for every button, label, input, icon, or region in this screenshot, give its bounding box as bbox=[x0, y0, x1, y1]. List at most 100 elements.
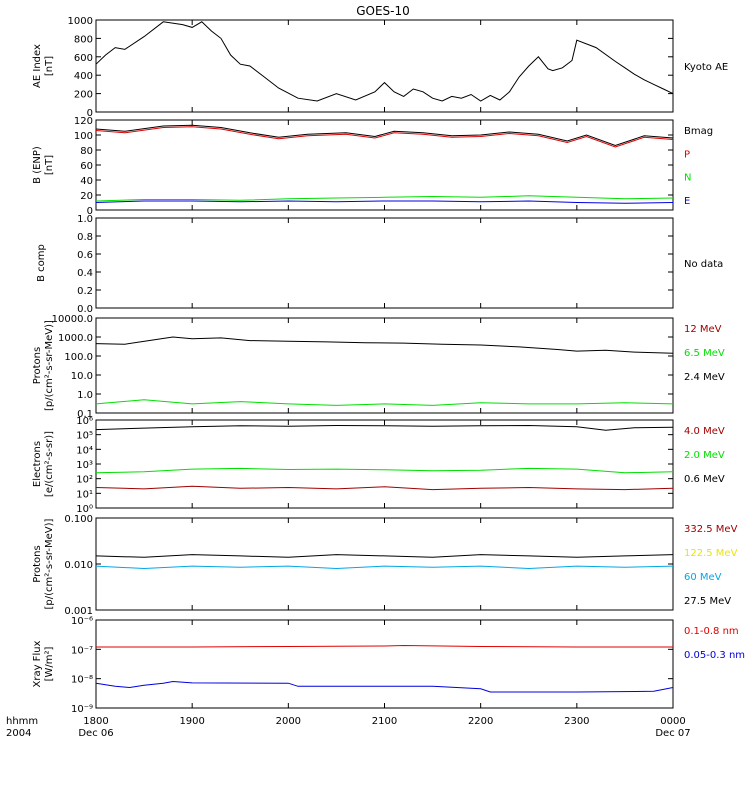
series-protons_high-1 bbox=[95, 565, 674, 570]
legend-label: P bbox=[684, 149, 690, 160]
y-tick-label: 20 bbox=[80, 191, 93, 202]
series-electrons-1 bbox=[95, 467, 674, 474]
series-bfield-0 bbox=[95, 124, 674, 147]
series-xray-0 bbox=[96, 644, 673, 648]
y-tick-label: 10⁻⁹ bbox=[71, 704, 93, 715]
time-tick-label: 2000 bbox=[276, 716, 301, 727]
legend-label: 4.0 MeV bbox=[684, 426, 725, 437]
legend-label: No data bbox=[684, 259, 723, 270]
y-tick-label: 400 bbox=[74, 71, 93, 82]
y-tick-label: 10² bbox=[76, 475, 93, 486]
y-axis-label: [nT] bbox=[44, 155, 55, 175]
time-tick-label: 1800 bbox=[83, 716, 108, 727]
panel-protons_low: 0.1 1.0 10.0 100.0 1000.0 10000.0 Protons [p/(c… bbox=[32, 314, 725, 420]
y-tick-label: 0.6 bbox=[77, 250, 93, 261]
panel-bfield: 0 20 40 60 80 100 120 B (ENP) [nT] Bmag P N E bbox=[32, 116, 713, 217]
y-tick-label: 100 bbox=[74, 131, 93, 142]
y-axis-label: Xray Flux bbox=[32, 640, 43, 687]
y-tick-label: 0.4 bbox=[77, 268, 93, 279]
y-tick-label: 1000.0 bbox=[58, 333, 93, 344]
series-bfield-1 bbox=[95, 126, 674, 148]
y-tick-label: 0.010 bbox=[64, 560, 93, 571]
legend-label: 2.0 MeV bbox=[684, 450, 725, 461]
legend-label: 27.5 MeV bbox=[684, 596, 731, 607]
time-tick-label: 1900 bbox=[179, 716, 204, 727]
y-tick-label: 200 bbox=[74, 90, 93, 101]
y-tick-label: 1000 bbox=[68, 16, 93, 27]
y-axis-label: B comp bbox=[36, 244, 47, 282]
y-axis-label: Protons bbox=[32, 545, 43, 582]
legend-label: 60 MeV bbox=[684, 572, 722, 583]
series-xray-1 bbox=[95, 680, 674, 693]
panel-ae: 0 200 400 600 800 1000 AE Index [nT] Kyoto AE bbox=[32, 16, 728, 119]
series-electrons-0 bbox=[95, 424, 674, 431]
y-axis-label: [W/m²] bbox=[44, 646, 55, 681]
y-tick-label: 0.100 bbox=[64, 514, 93, 525]
y-tick-label: 0.1 bbox=[77, 409, 93, 420]
legend-label: 332.5 MeV bbox=[684, 524, 738, 535]
y-tick-label: 1.0 bbox=[77, 214, 93, 225]
legend-label: 0.05-0.3 nm bbox=[684, 650, 745, 661]
y-tick-label: 120 bbox=[74, 116, 93, 127]
y-tick-label: 60 bbox=[80, 161, 93, 172]
y-tick-label: 10¹ bbox=[76, 489, 93, 500]
panel-protons_high: 0.001 0.010 0.100 Protons [p/(cm²-s-sr-MeV)]… bbox=[32, 514, 738, 617]
legend-label: 122.5 MeV bbox=[684, 548, 738, 559]
y-tick-label: 10⁴ bbox=[76, 445, 93, 456]
time-tick-label: 2200 bbox=[468, 716, 493, 727]
y-tick-label: 10³ bbox=[76, 460, 93, 471]
y-tick-label: 100.0 bbox=[64, 352, 93, 363]
y-tick-label: 0.001 bbox=[64, 606, 93, 617]
y-tick-label: 10⁻⁸ bbox=[71, 675, 93, 686]
series-protons_low-1 bbox=[95, 399, 674, 406]
series-protons_low-0 bbox=[95, 336, 674, 354]
panel-bcomp: 0.0 0.2 0.4 0.6 0.8 1.0 B comp No data bbox=[36, 214, 723, 315]
legend-label: 6.5 MeV bbox=[684, 348, 725, 359]
y-tick-label: 10⁻⁶ bbox=[71, 616, 93, 627]
legend-label: Kyoto AE bbox=[684, 62, 728, 73]
time-axis-label: hhmm bbox=[6, 716, 38, 727]
y-tick-label: 0.8 bbox=[77, 232, 93, 243]
legend-label: 0.6 MeV bbox=[684, 474, 725, 485]
legend-label: 2.4 MeV bbox=[684, 372, 725, 383]
y-axis-label: [p/(cm²-s-sr-MeV)] bbox=[44, 518, 55, 609]
y-tick-label: 1.0 bbox=[77, 390, 93, 401]
y-axis-label: [e/(cm²-s-sr)] bbox=[44, 431, 55, 497]
y-tick-label: 0 bbox=[87, 108, 93, 119]
time-tick-label: 2300 bbox=[564, 716, 589, 727]
legend-label: N bbox=[684, 173, 691, 184]
y-tick-label: 0.2 bbox=[77, 286, 93, 297]
date-tick-label: Dec 07 bbox=[655, 728, 690, 739]
y-tick-label: 800 bbox=[74, 34, 93, 45]
y-axis-label: Electrons bbox=[32, 441, 43, 487]
y-tick-label: 10⁵ bbox=[76, 431, 93, 442]
y-tick-label: 10⁻⁷ bbox=[71, 645, 93, 656]
y-tick-label: 10⁶ bbox=[76, 416, 93, 427]
series-bfield-2 bbox=[95, 195, 674, 202]
date-tick-label: Dec 06 bbox=[78, 728, 113, 739]
y-tick-label: 10⁰ bbox=[76, 504, 93, 515]
y-tick-label: 80 bbox=[80, 146, 93, 157]
y-axis-label: B (ENP) bbox=[32, 146, 43, 184]
legend-label: 12 MeV bbox=[684, 324, 722, 335]
series-protons_high-0 bbox=[95, 554, 674, 558]
legend-label: Bmag bbox=[684, 126, 713, 137]
y-axis-label: [nT] bbox=[44, 56, 55, 76]
y-tick-label: 0 bbox=[87, 206, 93, 217]
legend-label: 0.1-0.8 nm bbox=[684, 626, 739, 637]
panel-xray: 10⁻⁹ 10⁻⁸ 10⁻⁷ 10⁻⁶ Xray Flux [W/m²] 0.1-0.8 n… bbox=[32, 616, 745, 715]
series-electrons-2 bbox=[95, 485, 674, 491]
y-tick-label: 10000.0 bbox=[52, 314, 93, 325]
series-ae-0 bbox=[95, 21, 674, 102]
chart-title: GOES-10 bbox=[356, 4, 410, 18]
time-tick-label: 0000 bbox=[660, 716, 685, 727]
y-tick-label: 600 bbox=[74, 53, 93, 64]
y-tick-label: 40 bbox=[80, 176, 93, 187]
y-axis-label: [p/(cm²-s-sr-MeV)] bbox=[44, 320, 55, 411]
y-tick-label: 0.0 bbox=[77, 304, 93, 315]
time-axis-year: 2004 bbox=[6, 728, 31, 739]
